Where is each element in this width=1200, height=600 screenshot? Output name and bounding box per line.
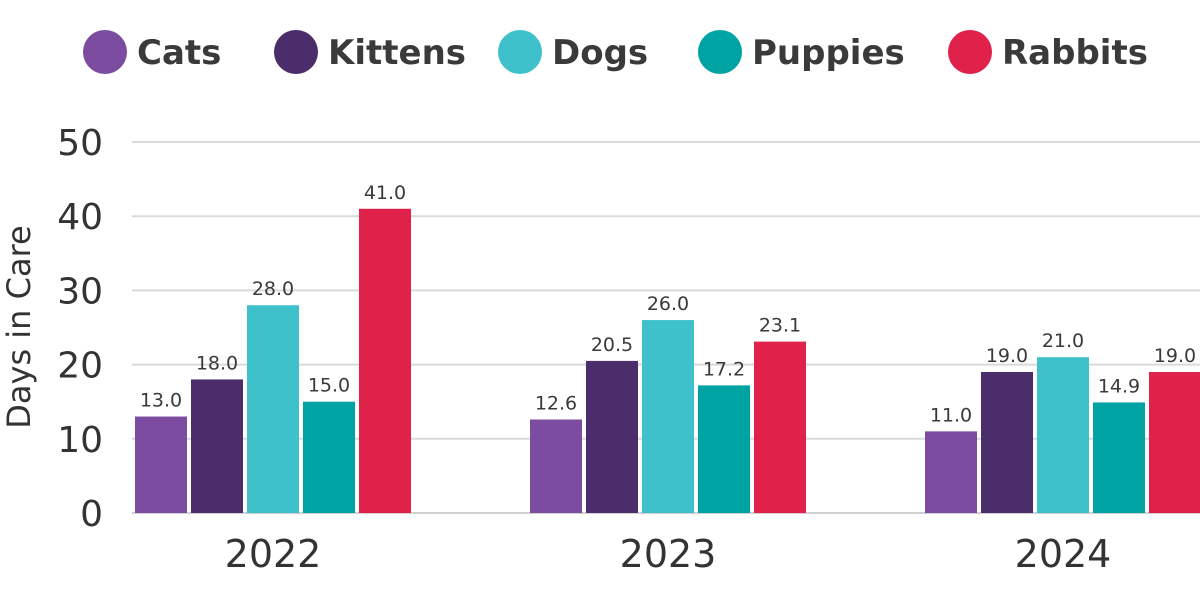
bar-dogs-2024: [1037, 357, 1089, 513]
bar-kittens-2023: [586, 360, 638, 513]
x-tick-label: 2022: [225, 532, 322, 576]
data-label: 15.0: [308, 375, 350, 397]
bar-rabbits-2023: [754, 341, 806, 513]
x-tick-label: 2024: [1015, 532, 1112, 576]
y-axis-label: Days in Care: [0, 225, 38, 428]
legend-label-kittens: Kittens: [328, 33, 466, 73]
data-label: 13.0: [140, 390, 182, 412]
y-tick-label: 30: [57, 271, 103, 312]
bar-kittens-2022: [191, 379, 243, 513]
bar-puppies-2023: [698, 385, 750, 513]
y-tick-label: 20: [57, 346, 103, 387]
bar-kittens-2024: [981, 372, 1033, 513]
data-label: 41.0: [364, 182, 406, 204]
bar-cats-2024: [925, 431, 977, 513]
chart-data-labels: 13.0 18.0 28.0 15.0 41.0 12.6 20.5 26.0 17.2 23.1…: [140, 182, 1196, 427]
bar-puppies-2022: [303, 401, 355, 513]
data-label: 14.9: [1098, 375, 1140, 397]
y-tick-label: 40: [57, 197, 103, 238]
chart-legend: Cats Kittens Dogs Puppies Rabbits: [83, 30, 1148, 74]
data-label: 23.1: [759, 315, 801, 337]
legend-swatch-puppies: [698, 30, 742, 74]
data-label: 17.2: [703, 358, 745, 380]
data-label: 21.0: [1042, 330, 1084, 352]
y-tick-label: 0: [80, 494, 103, 535]
bar-cats-2022: [135, 416, 187, 513]
legend-label-puppies: Puppies: [752, 33, 905, 73]
legend-swatch-rabbits: [948, 30, 992, 74]
data-label: 26.0: [647, 293, 689, 315]
y-tick-label: 10: [57, 420, 103, 461]
legend-swatch-cats: [83, 30, 127, 74]
bar-dogs-2022: [247, 305, 299, 513]
legend-label-cats: Cats: [137, 33, 221, 73]
y-tick-label: 50: [57, 123, 103, 164]
legend-swatch-dogs: [498, 30, 542, 74]
legend-label-rabbits: Rabbits: [1002, 33, 1148, 73]
legend-label-dogs: Dogs: [552, 33, 648, 73]
data-label: 20.5: [591, 334, 633, 356]
bar-puppies-2024: [1093, 402, 1145, 513]
data-label: 12.6: [535, 393, 577, 415]
bar-rabbits-2024: [1149, 372, 1200, 513]
x-axis: 2022 2023 2024: [225, 532, 1112, 576]
data-label: 28.0: [252, 278, 294, 300]
y-axis: 0 10 20 30 40 50: [57, 123, 103, 535]
data-label: 19.0: [1154, 345, 1196, 367]
bar-cats-2023: [530, 419, 582, 513]
data-label: 11.0: [930, 404, 972, 426]
data-label: 19.0: [986, 345, 1028, 367]
legend-swatch-kittens: [274, 30, 318, 74]
bar-rabbits-2022: [359, 208, 411, 513]
x-tick-label: 2023: [620, 532, 717, 576]
chart-bars: [135, 208, 1200, 513]
bar-dogs-2023: [642, 320, 694, 513]
data-label: 18.0: [196, 352, 238, 374]
